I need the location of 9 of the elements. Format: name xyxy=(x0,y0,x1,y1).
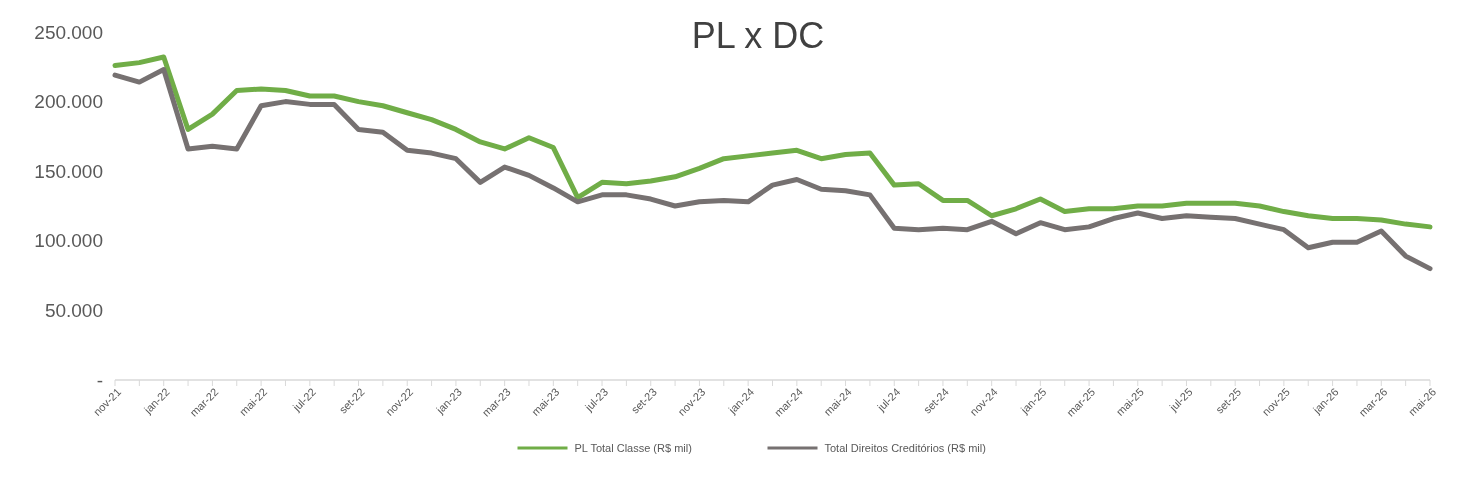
legend-label: Total Direitos Creditórios (R$ mil) xyxy=(824,441,986,454)
legend-label: PL Total Classe (R$ mil) xyxy=(574,441,692,454)
y-tick-label: 250.000 xyxy=(34,21,103,43)
chart-title: PL x DC xyxy=(691,15,825,56)
y-tick-label: 100.000 xyxy=(34,230,103,252)
y-tick-label: - xyxy=(96,369,103,391)
y-tick-label: 150.000 xyxy=(34,160,103,182)
y-tick-label: 200.000 xyxy=(34,91,103,113)
y-tick-label: 50.000 xyxy=(44,300,103,322)
